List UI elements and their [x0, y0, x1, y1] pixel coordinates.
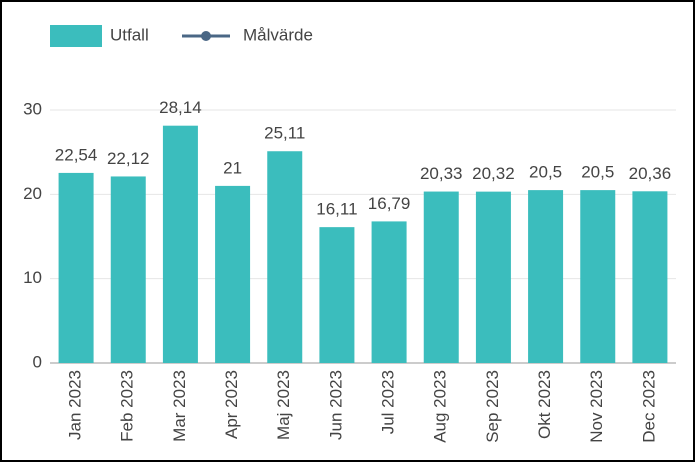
bar — [475, 191, 511, 363]
bar — [319, 227, 355, 363]
value-label: 20,5 — [529, 163, 562, 182]
x-tick-label: Sep 2023 — [483, 370, 502, 443]
x-tick-label: Jun 2023 — [326, 370, 345, 440]
bar — [423, 191, 459, 363]
x-tick-label: Nov 2023 — [587, 370, 606, 443]
x-tick-label: Jan 2023 — [66, 370, 85, 440]
value-label: 28,14 — [159, 98, 202, 117]
bar — [58, 172, 94, 363]
value-label: 16,11 — [316, 200, 357, 219]
x-tick-label: Feb 2023 — [118, 370, 137, 442]
y-tick-label: 10 — [23, 268, 42, 287]
value-label: 20,33 — [420, 164, 463, 183]
bar — [580, 190, 616, 363]
x-tick-label: Dec 2023 — [639, 370, 658, 443]
bar — [528, 190, 564, 363]
legend-swatch — [50, 25, 102, 47]
x-tick-label: Aug 2023 — [431, 370, 450, 443]
bar — [215, 185, 251, 363]
value-label: 16,79 — [368, 194, 411, 213]
y-tick-label: 30 — [23, 99, 42, 118]
legend-label: Utfall — [110, 25, 149, 44]
value-label: 20,32 — [472, 164, 515, 183]
bar — [632, 191, 668, 363]
value-label: 22,12 — [107, 149, 150, 168]
bar — [371, 221, 407, 363]
x-tick-label: Okt 2023 — [535, 370, 554, 439]
legend-marker — [201, 31, 211, 41]
y-tick-label: 0 — [33, 352, 42, 371]
value-label: 21 — [223, 158, 242, 177]
x-tick-label: Maj 2023 — [274, 370, 293, 440]
bar — [162, 125, 198, 363]
legend-label: Målvärde — [243, 25, 313, 44]
x-tick-label: Apr 2023 — [222, 370, 241, 439]
value-label: 22,54 — [55, 145, 98, 164]
bar — [110, 176, 146, 363]
y-tick-label: 20 — [23, 184, 42, 203]
x-tick-label: Jul 2023 — [379, 370, 398, 434]
value-label: 25,11 — [264, 124, 305, 143]
x-tick-label: Mar 2023 — [170, 370, 189, 442]
value-label: 20,5 — [581, 163, 614, 182]
value-label: 20,36 — [629, 164, 672, 183]
bar — [267, 151, 303, 363]
